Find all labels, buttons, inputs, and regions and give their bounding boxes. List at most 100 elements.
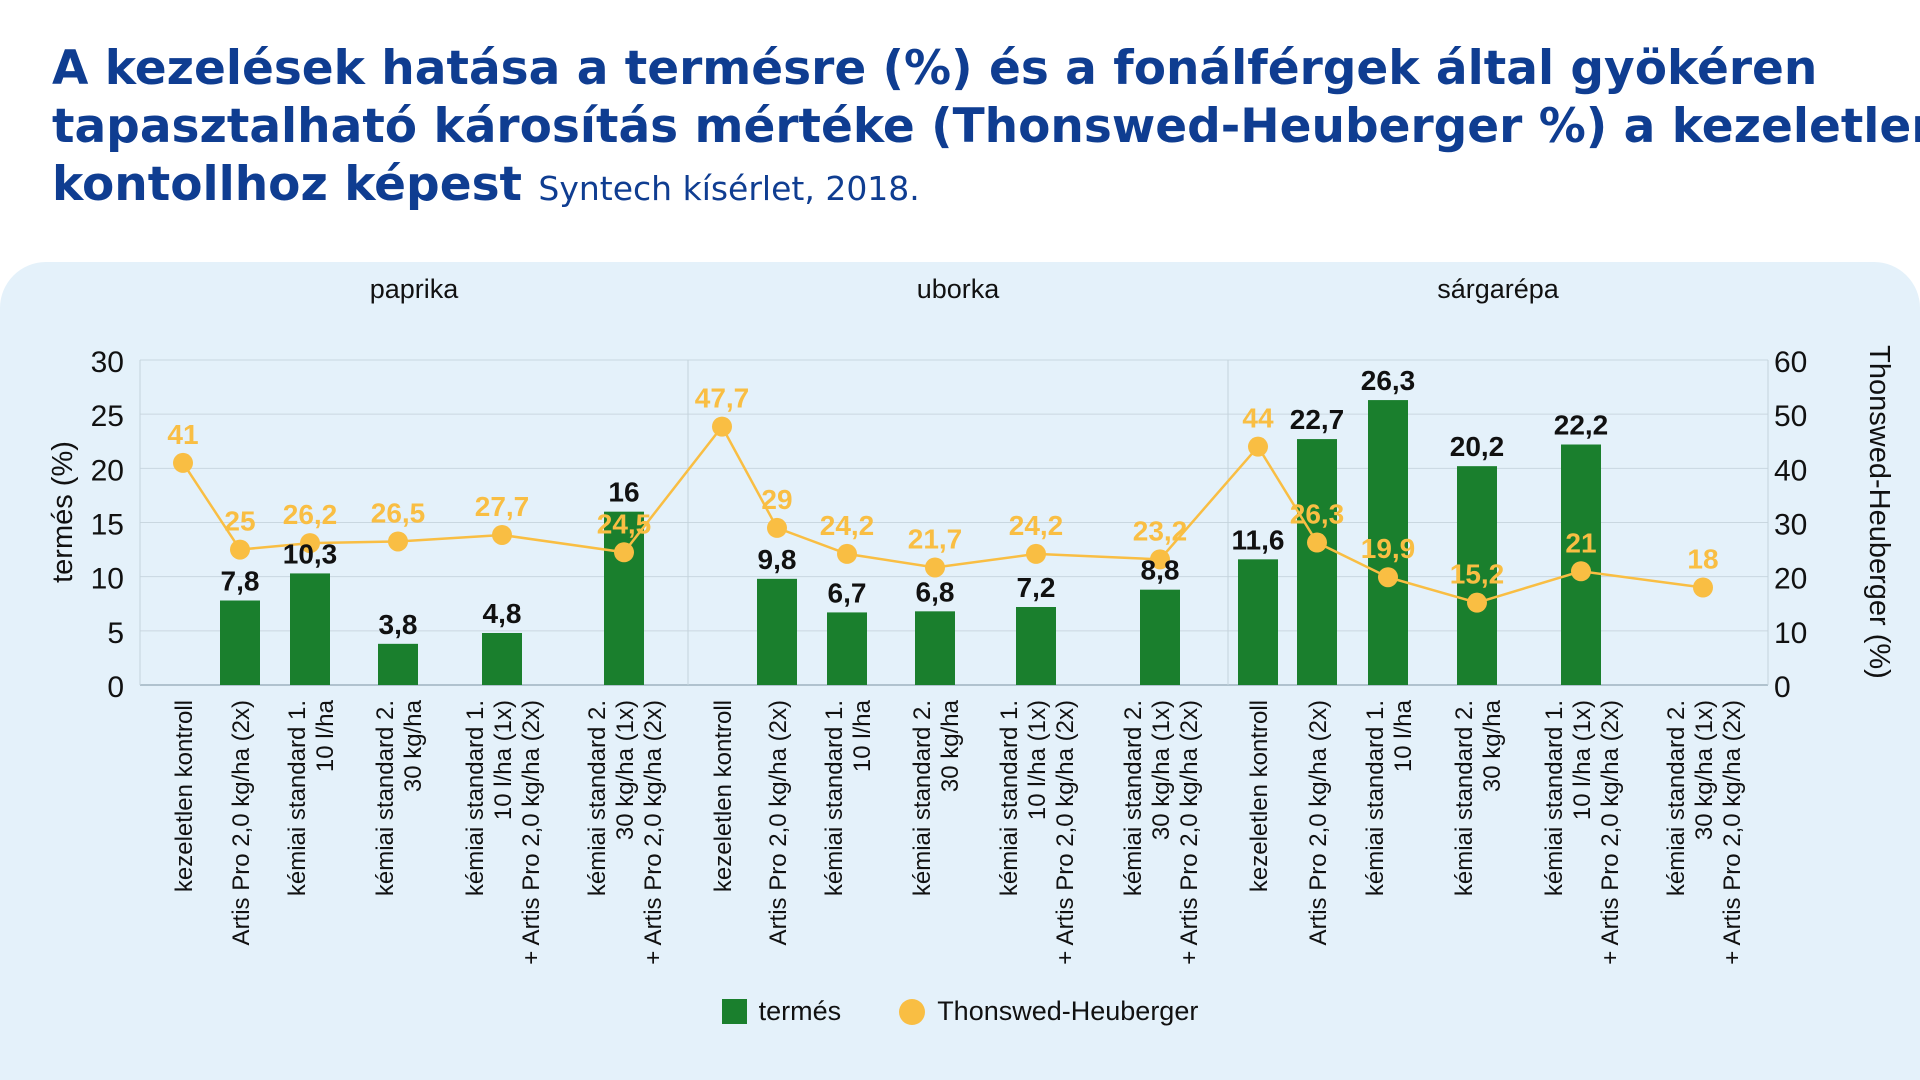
point-label-15: 19,9	[1361, 533, 1416, 564]
category-label-3-line-1: kémiai standard 1.	[284, 700, 311, 896]
bar-label-12: 8,8	[1141, 555, 1180, 586]
category-label-17-line-2: 10 l/ha (1x)	[1569, 700, 1596, 820]
bar-termes-16	[1457, 466, 1497, 685]
legend-label-line: Thonswed-Heuberger	[937, 996, 1199, 1026]
bar-termes-6	[604, 511, 644, 685]
point-thonswed-heuberger-6	[614, 542, 634, 563]
point-label-4: 26,5	[371, 497, 426, 528]
bar-label-10: 6,8	[916, 576, 955, 607]
point-label-8: 29	[761, 484, 792, 515]
category-label-6-line-1: kémiai standard 2.	[584, 700, 611, 896]
category-label-9-line-1: kémiai standard 1.	[821, 700, 848, 896]
category-label-10-line-2: 30 kg/ha	[937, 699, 964, 792]
bar-termes-12	[1140, 589, 1180, 685]
y-tick-label-left: 0	[107, 671, 124, 704]
category-label-18-line-3: + Artis Pro 2,0 kg/ha (2x)	[1719, 700, 1746, 965]
y-tick-label-left: 20	[91, 454, 124, 487]
category-label-11-line-1: kémiai standard 1.	[996, 700, 1023, 896]
category-label-14-line-1: Artis Pro 2,0 kg/ha (2x)	[1305, 700, 1332, 945]
bar-termes-11	[1016, 607, 1056, 685]
point-thonswed-heuberger-13	[1248, 436, 1268, 457]
category-label-9-line-2: 10 l/ha	[849, 699, 876, 772]
point-thonswed-heuberger-4	[388, 531, 408, 552]
y-tick-label-right: 10	[1774, 617, 1807, 650]
bar-label-11: 7,2	[1017, 572, 1056, 603]
point-thonswed-heuberger-18	[1693, 577, 1713, 598]
category-label-16-line-2: 30 kg/ha	[1479, 699, 1506, 792]
bar-label-14: 22,7	[1290, 404, 1345, 435]
point-thonswed-heuberger-12	[1150, 549, 1170, 570]
bar-termes-15	[1368, 400, 1408, 685]
category-label-4-line-2: 30 kg/ha	[400, 699, 427, 792]
title-line-1: A kezelések hatása a termésre (%) és a f…	[52, 41, 1818, 96]
point-thonswed-heuberger-5	[492, 524, 512, 545]
bar-label-16: 20,2	[1450, 431, 1505, 462]
bar-termes-13	[1238, 559, 1278, 685]
point-label-7: 47,7	[695, 383, 750, 414]
point-thonswed-heuberger-2	[230, 539, 250, 560]
point-label-17: 21	[1565, 527, 1596, 558]
point-thonswed-heuberger-10	[925, 557, 945, 578]
bar-label-13: 11,6	[1232, 524, 1285, 555]
category-label-6-line-3: + Artis Pro 2,0 kg/ha (2x)	[640, 700, 667, 965]
bar-termes-9	[827, 612, 867, 685]
point-label-2: 25	[224, 506, 255, 537]
category-label-16-line-1: kémiai standard 2.	[1451, 700, 1478, 896]
y-tick-label-left: 30	[91, 346, 124, 379]
category-label-15-line-2: 10 l/ha	[1390, 699, 1417, 772]
category-label-12-line-2: 30 kg/ha (1x)	[1148, 700, 1175, 840]
bar-label-3: 10,3	[283, 538, 338, 569]
category-label-3-line-2: 10 l/ha	[312, 699, 339, 772]
category-label-18-line-2: 30 kg/ha (1x)	[1691, 700, 1718, 840]
point-label-9: 24,2	[820, 510, 875, 541]
y-tick-label-right: 60	[1774, 346, 1807, 379]
bar-label-6: 16	[608, 477, 639, 508]
y-tick-label-right: 50	[1774, 400, 1807, 433]
legend-swatch-line	[899, 998, 926, 1025]
bar-termes-5	[482, 633, 522, 685]
category-label-4-line-1: kémiai standard 2.	[372, 700, 399, 896]
category-label-6-line-2: 30 kg/ha (1x)	[612, 700, 639, 840]
bar-termes-3	[290, 573, 330, 685]
category-label-11-line-3: + Artis Pro 2,0 kg/ha (2x)	[1052, 700, 1079, 965]
point-thonswed-heuberger-8	[767, 517, 787, 538]
legend-item-bar: termés	[721, 996, 841, 1027]
point-label-1: 41	[167, 419, 198, 450]
bar-termes-2	[220, 600, 260, 685]
bar-label-9: 6,7	[828, 577, 867, 608]
y-tick-label-left: 15	[91, 509, 124, 542]
category-label-12-line-3: + Artis Pro 2,0 kg/ha (2x)	[1176, 700, 1203, 965]
category-label-17-line-3: + Artis Pro 2,0 kg/ha (2x)	[1597, 700, 1624, 965]
title-line-2: tapasztalható károsítás mértéke (Thonswe…	[52, 99, 1920, 154]
point-thonswed-heuberger-9	[837, 543, 857, 564]
y-tick-label-left: 5	[107, 617, 124, 650]
bar-termes-10	[915, 611, 955, 685]
category-label-8-line-1: Artis Pro 2,0 kg/ha (2x)	[765, 700, 792, 945]
chart-title: A kezelések hatása a termésre (%) és a f…	[52, 40, 1920, 218]
point-thonswed-heuberger-11	[1026, 543, 1046, 564]
category-label-5-line-2: 10 l/ha (1x)	[490, 700, 517, 820]
bar-termes-4	[378, 643, 418, 685]
bar-label-2: 7,8	[221, 566, 260, 597]
category-label-12-line-1: kémiai standard 2.	[1120, 700, 1147, 896]
bar-label-17: 22,2	[1554, 410, 1609, 441]
y-tick-label-left: 10	[91, 563, 124, 596]
point-thonswed-heuberger-16	[1467, 592, 1487, 613]
point-label-18: 18	[1687, 544, 1718, 575]
category-label-5-line-1: kémiai standard 1.	[462, 700, 489, 896]
category-label-1-line-1: kezeletlen kontroll	[171, 700, 198, 892]
chart-subtitle: Syntech kísérlet, 2018.	[538, 169, 920, 208]
bar-termes-14	[1297, 439, 1337, 685]
legend: termés Thonswed-Heuberger	[0, 996, 1920, 1027]
category-label-10-line-1: kémiai standard 2.	[909, 700, 936, 896]
bar-termes-8	[757, 578, 797, 685]
point-label-14: 26,3	[1290, 499, 1345, 530]
point-label-3: 26,2	[283, 499, 338, 530]
y-axis-title-left: termés (%)	[47, 441, 79, 583]
point-thonswed-heuberger-3	[300, 533, 320, 554]
category-label-18-line-1: kémiai standard 2.	[1663, 700, 1690, 896]
point-label-6: 24,5	[597, 508, 652, 539]
category-label-7-line-1: kezeletlen kontroll	[710, 700, 737, 892]
bar-label-4: 3,8	[379, 609, 418, 640]
